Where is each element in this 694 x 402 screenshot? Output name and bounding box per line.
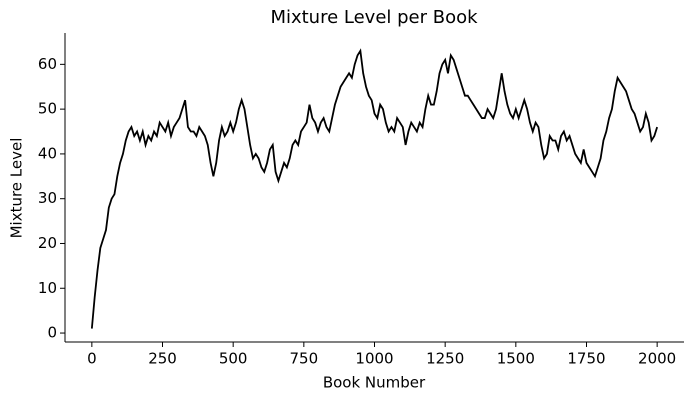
x-tick-label: 250 <box>148 350 177 368</box>
x-tick-label: 1750 <box>567 350 605 368</box>
x-tick-label: 1500 <box>497 350 535 368</box>
y-tick-label: 20 <box>38 234 57 252</box>
x-tick-label: 1000 <box>355 350 393 368</box>
y-tick-label: 60 <box>38 55 57 73</box>
x-tick-label: 1250 <box>426 350 464 368</box>
y-tick-label: 30 <box>38 189 57 207</box>
x-tick-label: 500 <box>219 350 248 368</box>
y-tick-label: 40 <box>38 144 57 162</box>
x-axis-label: Book Number <box>323 374 426 392</box>
chart-title: Mixture Level per Book <box>270 7 478 28</box>
y-tick-label: 10 <box>38 279 57 297</box>
x-tick-label: 2000 <box>638 350 676 368</box>
y-tick-label: 0 <box>47 324 57 342</box>
y-axis-label: Mixture Level <box>8 138 26 239</box>
y-tick-label: 50 <box>38 100 57 118</box>
x-tick-label: 0 <box>87 350 97 368</box>
line <box>90 48 659 329</box>
x-tick-label: 750 <box>290 350 319 368</box>
